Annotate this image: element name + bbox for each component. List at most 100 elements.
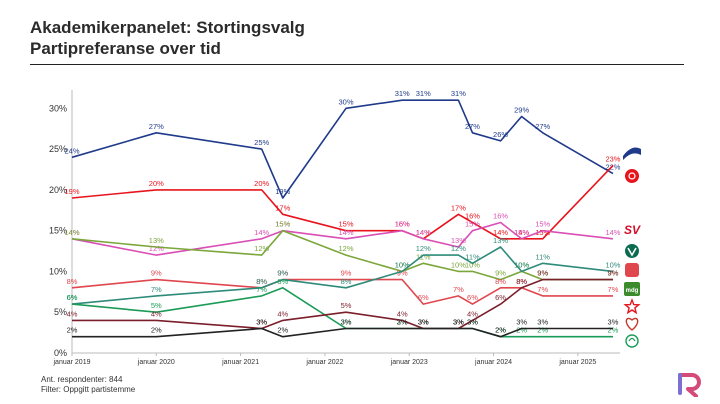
data-label: 9% <box>397 269 408 278</box>
series-line <box>71 99 614 199</box>
data-label: 9% <box>537 269 548 278</box>
data-label: 26% <box>493 130 508 139</box>
data-label: 11% <box>465 252 480 261</box>
x-tick-label: januar 2023 <box>390 359 428 366</box>
data-label: 12% <box>149 244 164 253</box>
brand-logo-icon <box>678 373 701 397</box>
data-label: 7% <box>256 285 267 294</box>
y-tick-label: 20% <box>49 185 67 195</box>
data-label: 10% <box>451 260 466 269</box>
data-label: 27% <box>149 122 164 131</box>
venstre-icon <box>625 244 639 258</box>
data-label: 10% <box>514 260 529 269</box>
data-label: 15% <box>275 220 290 229</box>
data-label: 9% <box>608 269 619 278</box>
data-label: 3% <box>397 318 408 327</box>
data-label: 4% <box>397 309 408 318</box>
data-label: 3% <box>537 318 548 327</box>
data-label: 4% <box>277 309 288 318</box>
data-label: 10% <box>605 260 620 269</box>
data-label: 9% <box>151 269 162 278</box>
venstre-icon-v <box>627 247 637 257</box>
mdg-icon <box>624 282 640 296</box>
data-label: 14% <box>254 228 269 237</box>
data-label: 15% <box>514 228 529 237</box>
data-label: 14% <box>416 228 431 237</box>
mdg-icon-text: mdg <box>626 288 639 294</box>
data-label: 31% <box>451 89 466 98</box>
data-label: 2% <box>516 326 527 335</box>
data-label: 12% <box>254 244 269 253</box>
data-label: 3% <box>418 318 429 327</box>
data-label: 2% <box>537 326 548 335</box>
rodt-icon <box>623 298 641 315</box>
sv-icon: SV <box>624 223 641 237</box>
data-label: 17% <box>275 203 290 212</box>
data-label: 10% <box>395 260 410 269</box>
data-label: 9% <box>495 269 506 278</box>
data-label: 12% <box>338 244 353 253</box>
data-label: 2% <box>151 326 162 335</box>
x-tick-label: januar 2025 <box>558 359 596 366</box>
data-label: 9% <box>277 269 288 278</box>
data-label: 8% <box>495 277 506 286</box>
data-label: 12% <box>416 244 431 253</box>
data-label: 8% <box>516 277 527 286</box>
data-label: 6% <box>67 293 78 302</box>
data-label: 14% <box>493 228 508 237</box>
data-label: 3% <box>341 318 352 327</box>
data-label: 3% <box>453 318 464 327</box>
data-label: 6% <box>67 293 78 302</box>
pf-icon-leaf <box>628 337 636 342</box>
data-label: 27% <box>535 122 550 131</box>
data-label: 3% <box>467 318 478 327</box>
data-label: 15% <box>338 220 353 229</box>
data-label: 13% <box>451 236 466 245</box>
data-label: 3% <box>467 318 478 327</box>
y-tick-label: 25% <box>49 144 67 154</box>
respondents-note: Ant. respondenter: 844 <box>41 375 123 384</box>
data-label: 9% <box>277 269 288 278</box>
frp-icon <box>625 263 639 277</box>
data-label: 3% <box>418 318 429 327</box>
series-line <box>72 327 613 338</box>
data-label: 6% <box>418 293 429 302</box>
filter-note: Filter: Oppgitt partistemme <box>41 385 136 394</box>
x-tick-label: januar 2021 <box>221 359 259 366</box>
data-label: 10% <box>514 260 529 269</box>
data-label: 8% <box>256 277 267 286</box>
data-label: 2% <box>277 326 288 335</box>
data-label: 4% <box>151 309 162 318</box>
data-label: 31% <box>416 89 431 98</box>
data-label: 19% <box>275 187 290 196</box>
data-label: 3% <box>418 318 429 327</box>
data-label: 31% <box>395 89 410 98</box>
series-line <box>71 246 614 305</box>
data-label: 6% <box>495 293 506 302</box>
pf-icon <box>625 334 639 348</box>
data-label: 9% <box>537 269 548 278</box>
data-label: 3% <box>341 318 352 327</box>
x-tick-label: januar 2024 <box>474 359 512 366</box>
data-label: 27% <box>465 122 480 131</box>
y-tick-label: 30% <box>49 103 67 113</box>
y-tick-label: 10% <box>49 266 67 276</box>
data-label: 3% <box>608 318 619 327</box>
data-label: 2% <box>608 326 619 335</box>
data-label: 3% <box>453 318 464 327</box>
ap-rose-icon-inner <box>628 172 636 180</box>
y-tick-label: 0% <box>54 348 67 358</box>
data-label: 3% <box>453 318 464 327</box>
data-label: 10% <box>465 260 480 269</box>
data-label: 15% <box>275 220 290 229</box>
data-label: 14% <box>64 228 79 237</box>
data-label: 7% <box>537 285 548 294</box>
data-label: 7% <box>151 285 162 294</box>
title-divider <box>30 64 684 65</box>
data-label: 14% <box>338 228 353 237</box>
data-label: 9% <box>341 269 352 278</box>
data-label: 15% <box>535 228 550 237</box>
data-label: 3% <box>256 318 267 327</box>
data-label: 2% <box>495 326 506 335</box>
